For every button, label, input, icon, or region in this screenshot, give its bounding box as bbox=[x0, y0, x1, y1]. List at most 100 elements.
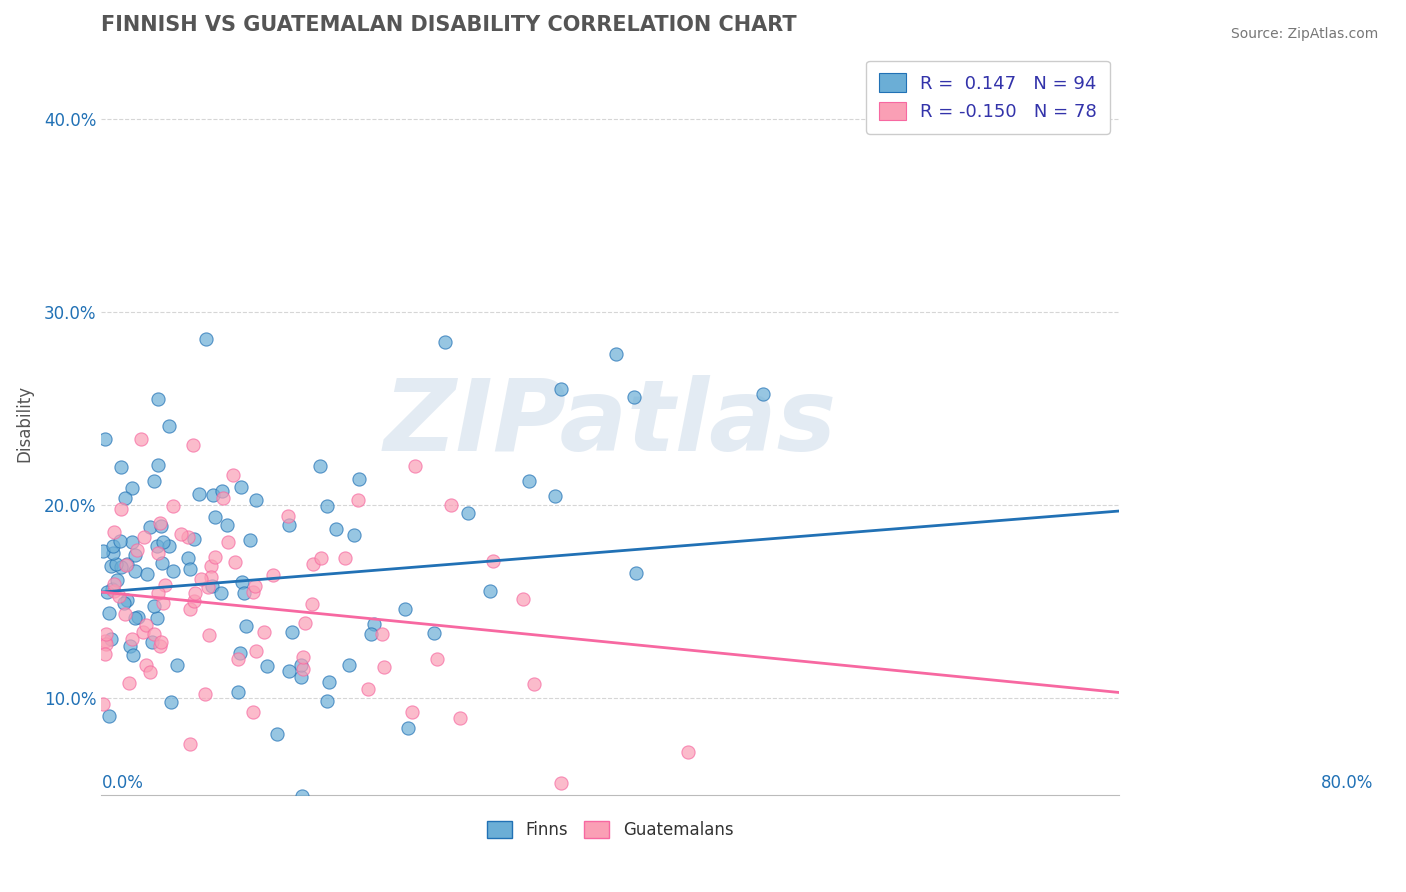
Point bbox=[292, 649, 315, 664]
Point bbox=[281, 625, 304, 640]
Point bbox=[239, 533, 262, 547]
Point bbox=[291, 662, 314, 676]
Point bbox=[100, 558, 122, 573]
Point bbox=[229, 646, 252, 660]
Point bbox=[152, 535, 174, 549]
Point bbox=[434, 335, 457, 350]
Point bbox=[228, 685, 250, 699]
Point bbox=[110, 502, 132, 516]
Text: 80.0%: 80.0% bbox=[1320, 774, 1372, 792]
Point bbox=[211, 484, 233, 499]
Point bbox=[337, 657, 360, 672]
Point bbox=[360, 627, 382, 641]
Point bbox=[134, 530, 156, 544]
Point bbox=[242, 705, 264, 719]
Point bbox=[226, 652, 249, 666]
Point bbox=[204, 510, 226, 524]
Point bbox=[512, 591, 534, 606]
Point bbox=[93, 432, 115, 446]
Point bbox=[211, 491, 233, 506]
Point bbox=[544, 489, 567, 503]
Point bbox=[97, 709, 120, 723]
Point bbox=[357, 682, 380, 697]
Point bbox=[301, 557, 323, 571]
Point bbox=[423, 626, 446, 640]
Point bbox=[146, 539, 169, 553]
Point bbox=[519, 474, 541, 488]
Point bbox=[194, 687, 217, 701]
Point bbox=[676, 745, 699, 759]
Point bbox=[179, 737, 201, 751]
Point bbox=[166, 658, 188, 673]
Point bbox=[316, 694, 339, 708]
Point bbox=[318, 675, 340, 690]
Point bbox=[129, 432, 152, 446]
Point bbox=[371, 626, 394, 640]
Point bbox=[121, 534, 143, 549]
Point bbox=[266, 727, 288, 741]
Point bbox=[97, 606, 120, 620]
Point bbox=[96, 627, 118, 641]
Point bbox=[262, 567, 284, 582]
Point bbox=[209, 586, 232, 600]
Point bbox=[202, 488, 225, 502]
Point bbox=[110, 534, 132, 549]
Text: ZIPatlas: ZIPatlas bbox=[384, 375, 837, 472]
Point bbox=[103, 577, 125, 591]
Point bbox=[449, 711, 471, 725]
Point bbox=[245, 493, 267, 508]
Legend: Finns, Guatemalans: Finns, Guatemalans bbox=[479, 814, 740, 846]
Point bbox=[294, 615, 316, 630]
Point bbox=[146, 586, 169, 600]
Point bbox=[425, 652, 447, 666]
Point bbox=[335, 551, 357, 566]
Point bbox=[363, 616, 385, 631]
Point bbox=[222, 468, 245, 483]
Point bbox=[93, 698, 115, 712]
Point bbox=[550, 382, 572, 396]
Point bbox=[103, 540, 125, 554]
Text: 0.0%: 0.0% bbox=[101, 774, 143, 792]
Point bbox=[110, 560, 132, 574]
Point bbox=[481, 554, 503, 568]
Point bbox=[149, 516, 172, 530]
Point bbox=[198, 628, 221, 642]
Point bbox=[94, 647, 117, 661]
Point bbox=[150, 634, 173, 648]
Point bbox=[550, 776, 572, 790]
Point bbox=[200, 570, 222, 584]
Point bbox=[103, 546, 125, 560]
Point bbox=[290, 670, 312, 684]
Point bbox=[100, 632, 122, 647]
Point bbox=[401, 705, 423, 719]
Point bbox=[107, 589, 129, 603]
Point bbox=[148, 546, 170, 560]
Point bbox=[153, 578, 176, 592]
Point bbox=[315, 499, 337, 513]
Point bbox=[135, 657, 157, 672]
Point bbox=[117, 558, 139, 572]
Point bbox=[148, 392, 170, 406]
Point bbox=[184, 586, 207, 600]
Point bbox=[277, 664, 299, 678]
Point bbox=[118, 639, 141, 653]
Point bbox=[204, 550, 226, 565]
Point bbox=[342, 528, 364, 542]
Point bbox=[135, 618, 157, 632]
Point bbox=[160, 696, 183, 710]
Point bbox=[105, 573, 128, 587]
Point bbox=[139, 665, 162, 680]
Point bbox=[124, 611, 146, 625]
Point bbox=[112, 596, 135, 610]
Point bbox=[256, 659, 278, 673]
Point bbox=[457, 506, 479, 520]
Point bbox=[217, 518, 239, 533]
Point bbox=[245, 579, 267, 593]
Point bbox=[150, 518, 173, 533]
Point bbox=[121, 481, 143, 495]
Point bbox=[121, 648, 143, 663]
Point bbox=[277, 509, 299, 524]
Point bbox=[141, 635, 163, 649]
Point bbox=[624, 566, 647, 580]
Point bbox=[103, 524, 125, 539]
